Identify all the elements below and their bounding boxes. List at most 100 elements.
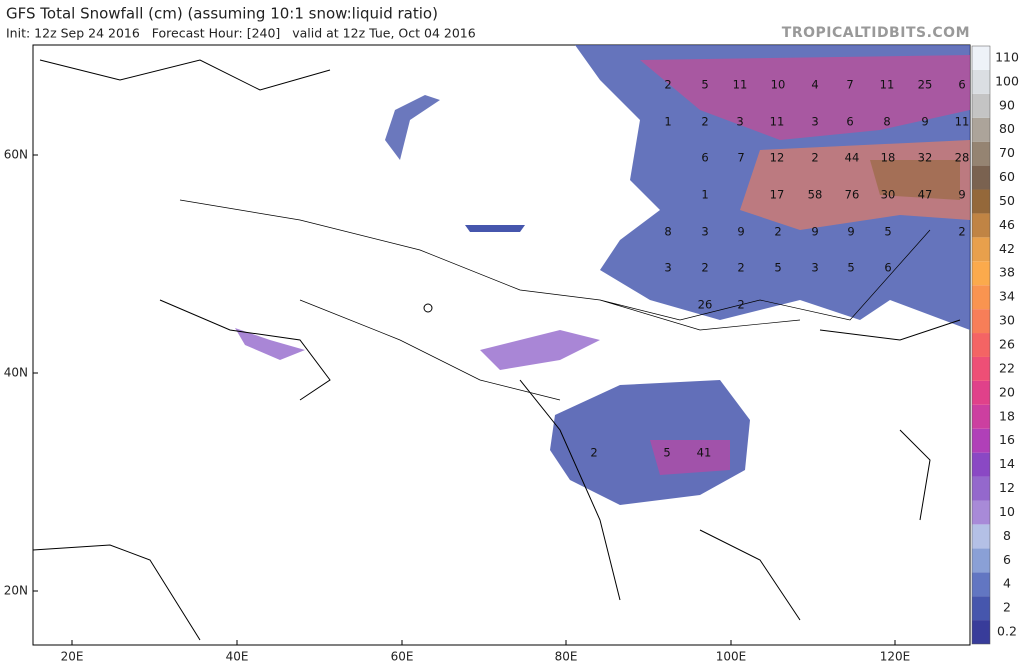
colorbar-segment (972, 309, 990, 334)
map-value-label: 76 (845, 188, 860, 202)
map-value-label: 7 (846, 78, 853, 92)
colorbar-segment (972, 404, 990, 429)
map-value-label: 4 (811, 78, 818, 92)
map-value-label: 5 (884, 225, 891, 239)
map-value-label: 11 (770, 115, 785, 129)
snow-area (465, 225, 525, 232)
colorbar-segment (972, 620, 990, 644)
map-value-label: 5 (774, 261, 781, 275)
colorbar-segment (972, 237, 990, 262)
map-value-label: 11 (880, 78, 895, 92)
map-value-label: 5 (663, 446, 670, 460)
map-value-label: 6 (846, 115, 853, 129)
map-value-label: 9 (811, 225, 818, 239)
subtitle: Init: 12z Sep 24 2016 Forecast Hour: [24… (6, 26, 476, 41)
colorbar-label: 26 (999, 337, 1015, 352)
snow-area (385, 95, 440, 160)
colorbar-label: 110 (995, 49, 1019, 64)
colorbar-segment (972, 452, 990, 477)
lon-label: 80E (555, 650, 578, 664)
map-value-label: 9 (737, 225, 744, 239)
lon-label: 60E (391, 650, 414, 664)
colorbar-segment (972, 524, 990, 549)
lon-label: 20E (61, 650, 84, 664)
map-value-label: 6 (884, 261, 891, 275)
colorbar-label: 42 (999, 241, 1015, 256)
colorbar-segment (972, 69, 990, 94)
map-value-label: 2 (737, 298, 744, 312)
colorbar-segment (972, 380, 990, 405)
map-value-label: 25 (918, 78, 933, 92)
colorbar-segment (972, 93, 990, 118)
colorbar-label: 8 (1003, 528, 1011, 543)
map-value-label: 9 (921, 115, 928, 129)
colorbar-segment (972, 333, 990, 357)
map-value-label: 3 (736, 115, 743, 129)
lat-label: 60N (4, 148, 28, 162)
colorbar-segment (972, 261, 990, 286)
colorbar-label: 6 (1003, 552, 1011, 567)
map-value-label: 26 (698, 298, 713, 312)
colorbar-label: 14 (999, 456, 1015, 471)
snow-area (870, 160, 960, 200)
colorbar-label: 20 (999, 384, 1015, 399)
map-value-label: 1 (664, 115, 671, 129)
map-value-label: 2 (811, 151, 818, 165)
colorbar-label: 80 (999, 121, 1015, 136)
colorbar-segment (972, 500, 990, 525)
colorbar-label: 46 (999, 217, 1015, 232)
colorbar-label: 30 (999, 313, 1015, 328)
map-value-label: 7 (737, 151, 744, 165)
colorbar-label: 50 (999, 193, 1015, 208)
snow-area (650, 440, 730, 475)
colorbar-segment (972, 476, 990, 501)
lake (423, 303, 433, 313)
map-value-label: 5 (701, 78, 708, 92)
map-value-label: 9 (847, 225, 854, 239)
map-value-label: 2 (774, 225, 781, 239)
colorbar-segment (972, 285, 990, 310)
lon-label: 40E (226, 650, 249, 664)
map-value-label: 3 (811, 261, 818, 275)
colorbar-segment (972, 165, 990, 190)
lat-label: 20N (4, 584, 28, 598)
colorbar-segment (972, 117, 990, 142)
map-value-label: 6 (701, 151, 708, 165)
map-value-label: 47 (918, 188, 933, 202)
lon-label: 100E (716, 650, 747, 664)
map-value-label: 3 (664, 261, 671, 275)
lon-label: 120E (880, 650, 911, 664)
lat-label: 40N (4, 366, 28, 380)
colorbar-frame (971, 45, 991, 645)
watermark: TROPICALTIDBITS.COM (782, 25, 970, 41)
title: GFS Total Snowfall (cm) (assuming 10:1 s… (6, 5, 438, 23)
colorbar-segment (972, 189, 990, 214)
colorbar-label: 100 (995, 73, 1019, 88)
map-value-label: 9 (958, 188, 965, 202)
colorbar-label: 90 (999, 97, 1015, 112)
map-value-label: 11 (955, 115, 970, 129)
map-value-label: 11 (733, 78, 748, 92)
colorbar-segment (972, 46, 990, 70)
map-value-label: 2 (664, 78, 671, 92)
border (179, 199, 931, 401)
colorbar-segment (972, 141, 990, 166)
map-value-label: 6 (958, 78, 965, 92)
colorbar-label: 12 (999, 480, 1015, 495)
map-value-label: 58 (808, 188, 823, 202)
colorbar-label: 4 (1003, 576, 1011, 591)
map-value-label: 8 (664, 225, 671, 239)
map-value-label: 2 (701, 115, 708, 129)
map-value-label: 2 (590, 446, 597, 460)
colorbar-label: 38 (999, 265, 1015, 280)
snow-area (480, 330, 600, 370)
map-value-label: 18 (881, 151, 896, 165)
colorbar-label: 10 (999, 504, 1015, 519)
colorbar-label: 16 (999, 432, 1015, 447)
map-value-label: 10 (771, 78, 786, 92)
colorbar-segment (972, 596, 990, 621)
map-value-label: 30 (881, 188, 896, 202)
colorbar-segment (972, 428, 990, 453)
colorbar-segment (972, 572, 990, 597)
